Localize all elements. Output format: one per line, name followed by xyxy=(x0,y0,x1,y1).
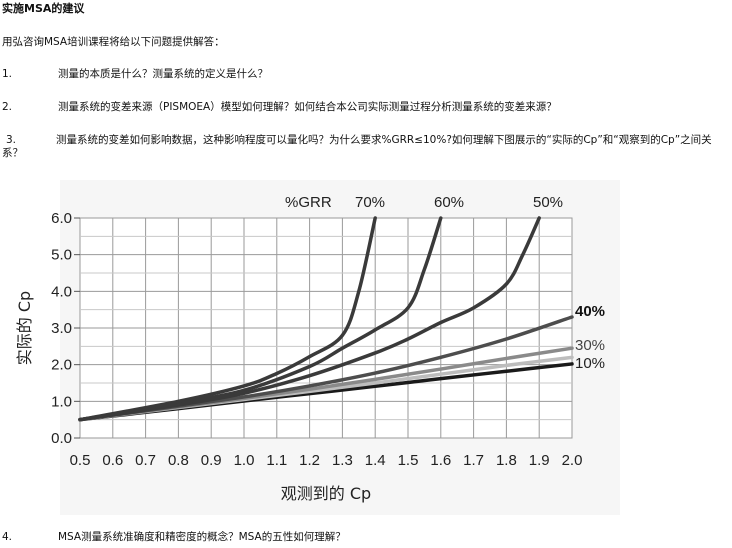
series-label: 30% xyxy=(575,337,605,354)
x-tick-label: 1.9 xyxy=(529,452,550,469)
y-axis-title: 实际的 Cp xyxy=(15,291,34,365)
series-label: 70% xyxy=(355,194,385,211)
chart-ticks: 0.5 0.6 0.7 0.8 0.9 1.0 1.1 1.2 1.3 1.4 1.5 1.6 1.7 1… xyxy=(51,210,582,469)
series-label: 10% xyxy=(575,355,605,372)
question-text: MSA测量系统准确度和精密度的概念？MSA的五性如何理解？ xyxy=(58,531,346,543)
x-tick-label: 1.0 xyxy=(234,452,255,469)
x-axis-title: 观测到的 Cp xyxy=(281,484,371,503)
series-label: 60% xyxy=(434,194,464,211)
question-text: 测量系统的变差来源（PISMOEA）模型如何理解？如何结合本公司实际测量过程分析… xyxy=(58,101,557,113)
page-title: 实施MSA的建议 xyxy=(2,2,85,15)
series-label: 40% xyxy=(575,303,605,320)
x-tick-label: 0.5 xyxy=(70,452,91,469)
x-tick-label: 1.5 xyxy=(398,452,419,469)
question-text: 测量系统的变差如何影响数据，这种影响程度可以量化吗？为什么要求%GRR≤10%?… xyxy=(2,134,712,159)
intro-text: 用弘咨询MSA培训课程将给以下问题提供解答： xyxy=(2,36,225,48)
y-tick-label: 5.0 xyxy=(51,247,72,264)
y-tick-label: 0.0 xyxy=(51,430,72,447)
x-tick-label: 1.8 xyxy=(496,452,517,469)
x-tick-label: 2.0 xyxy=(562,452,583,469)
series-line xyxy=(78,216,377,422)
y-tick-label: 1.0 xyxy=(51,393,72,410)
question-number: 3. xyxy=(6,134,17,146)
y-tick-label: 3.0 xyxy=(51,320,72,337)
x-tick-label: 1.4 xyxy=(365,452,386,469)
cp-relationship-chart: 0.5 0.6 0.7 0.8 0.9 1.0 1.1 1.2 1.3 1.4 1.5 1.6 1.7 1… xyxy=(15,180,620,515)
y-tick-label: 2.0 xyxy=(51,357,72,374)
x-tick-label: 0.6 xyxy=(102,452,123,469)
question-3: 3. 测量系统的变差如何影响数据，这种影响程度可以量化吗？为什么要求%GRR≤1… xyxy=(2,134,730,160)
x-tick-label: 1.6 xyxy=(430,452,451,469)
question-number: 1. xyxy=(2,68,13,80)
question-number: 2. xyxy=(2,101,13,113)
y-tick-label: 4.0 xyxy=(51,283,72,300)
x-tick-label: 1.7 xyxy=(463,452,484,469)
x-tick-label: 1.1 xyxy=(266,452,287,469)
y-tick-label: 6.0 xyxy=(51,210,72,227)
series-line xyxy=(78,216,541,422)
x-tick-label: 0.7 xyxy=(135,452,156,469)
x-tick-label: 0.8 xyxy=(168,452,189,469)
series-line xyxy=(78,216,443,422)
x-tick-label: 1.3 xyxy=(332,452,353,469)
chart-title: %GRR xyxy=(285,194,332,211)
question-text: 测量的本质是什么？测量系统的定义是什么？ xyxy=(58,68,268,80)
x-tick-label: 1.2 xyxy=(299,452,320,469)
chart-series xyxy=(78,216,574,422)
chart-grid xyxy=(79,217,573,439)
series-labels: 10%30% 40% 50% 60% 70% xyxy=(355,194,605,372)
question-number: 4. xyxy=(2,531,13,543)
x-tick-label: 0.9 xyxy=(201,452,222,469)
series-label: 50% xyxy=(533,194,563,211)
